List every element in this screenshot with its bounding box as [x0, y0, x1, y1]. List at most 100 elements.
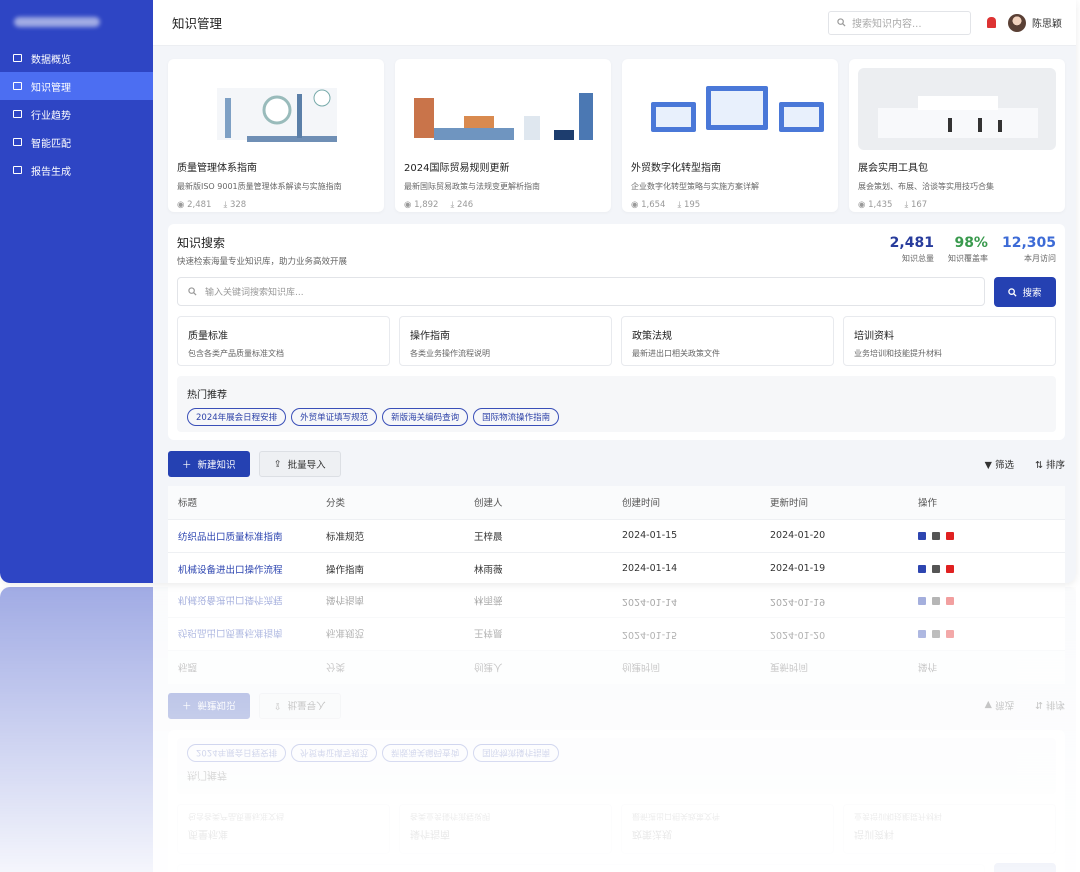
knowledge-card[interactable]: 外贸数字化转型指南 企业数字化转型策略与实施方案详解 ◉ 1,654 ⤓ 195	[622, 59, 838, 212]
category[interactable]: 操作指南 各类业务操作流程说明	[399, 316, 612, 366]
hot-tag[interactable]: 2024年展会日程安排	[187, 408, 287, 426]
sort-button[interactable]: ⇅ 排序	[1035, 460, 1065, 471]
edit-icon[interactable]	[918, 531, 926, 540]
menu-item[interactable]: 知识管理	[0, 72, 153, 100]
search-input[interactable]: 输入关键词搜索知识库...	[177, 277, 985, 306]
card-title: 展会实用工具包	[858, 163, 928, 174]
notification-icon[interactable]	[987, 17, 996, 28]
search-subtitle: 快速检索海量专业知识库，助力业务高效开展	[177, 257, 348, 267]
table-cell: 操作指南	[316, 552, 464, 583]
category-desc: 最新进出口相关政策文件	[632, 349, 720, 358]
table-cell[interactable]: 纺织品出口质量标准指南	[168, 519, 316, 553]
downloads-count: 167	[910, 200, 928, 210]
menu-label: 行业趋势	[31, 110, 71, 122]
knowledge-card[interactable]: 质量管理体系指南 最新版ISO 9001质量管理体系解读与实施指南 ◉ 2,481 ⤓…	[168, 59, 384, 212]
menu-item[interactable]: 智能匹配	[0, 128, 153, 156]
menu-item[interactable]: 数据概览	[0, 44, 153, 72]
table-cell[interactable]: 机械设备进出口操作流程	[168, 552, 316, 583]
table-cell: 标准规范	[316, 519, 464, 553]
stat: 98% 知识覆盖率	[948, 235, 988, 264]
new-button[interactable]: ＋ 新建知识	[168, 451, 250, 477]
card-illustration	[217, 88, 337, 142]
views-count: 2,481	[187, 200, 212, 210]
column-header: 分类	[316, 486, 464, 520]
card-image	[404, 68, 602, 150]
downloads: ⤓ 328	[223, 200, 247, 210]
delete-icon[interactable]	[946, 531, 954, 540]
menu-label: 数据概览	[31, 54, 71, 66]
stat: 12,305 本月访问	[1002, 235, 1056, 264]
share-icon[interactable]	[932, 531, 940, 540]
stat: 2,481 知识总量	[890, 235, 934, 264]
import-button[interactable]: ⇪ 批量导入	[258, 451, 341, 477]
card-stats: ◉ 1,892 ⤓ 246	[404, 200, 602, 210]
card-desc: 最新版ISO 9001质量管理体系解读与实施指南	[177, 182, 342, 191]
edit-icon[interactable]	[918, 564, 926, 573]
category[interactable]: 质量标准 包含各类产品质量标准文档	[177, 316, 390, 366]
hot-tag[interactable]: 国际物流操作指南	[473, 408, 560, 426]
page-title: 知识管理	[172, 16, 223, 31]
card-image	[631, 68, 829, 150]
search-button[interactable]: 搜索	[994, 277, 1056, 307]
table-cell: 王梓晨	[464, 519, 612, 553]
card-stats: ◉ 1,654 ⤓ 195	[631, 200, 829, 210]
stat-value: 2,481	[889, 235, 934, 251]
app-window: 数据概览 知识管理 行业趋势 智能匹配 报告生成 知识管理 搜索知识内容... 陈思颖 …	[0, 0, 1076, 583]
card-stats: ◉ 1,435 ⤓ 167	[858, 200, 1056, 210]
filter-button[interactable]: ▼ 筛选	[984, 460, 1014, 471]
hot-section: 热门推荐 2024年展会日程安排 外贸单证填写规范 新版海关编码查询 国际物流操作指南	[177, 376, 1056, 432]
knowledge-card[interactable]: 2024国际贸易规则更新 最新国际贸易政策与法规变更解析指南 ◉ 1,892 ⤓ 24…	[395, 59, 611, 212]
stat-value: 98%	[954, 235, 988, 251]
delete-icon[interactable]	[946, 564, 954, 573]
views-count: 1,435	[868, 200, 893, 210]
share-icon[interactable]	[932, 564, 940, 573]
card-desc: 最新国际贸易政策与法规变更解析指南	[404, 182, 540, 191]
search-placeholder: 搜索知识内容...	[852, 19, 922, 30]
table-row: 纺织品出口质量标准指南 标准规范 王梓晨 2024-01-15 2024-01-20	[168, 519, 1065, 553]
stats: 2,481 知识总量 98% 知识覆盖率 12,305 本月访问	[890, 235, 1056, 264]
category[interactable]: 政策法规最新进出口相关政策文件	[621, 316, 834, 366]
category-list: 质量标准 包含各类产品质量标准文档 操作指南 各类业务操作流程说明 政策法规 最新进出口相…	[177, 316, 1056, 366]
action-icons	[918, 531, 1064, 540]
downloads-count: 195	[683, 200, 701, 210]
logo	[0, 0, 153, 44]
category-name: 政策法规	[632, 331, 672, 342]
hot-tag[interactable]: 外贸单证填写规范	[291, 408, 378, 426]
actions	[908, 519, 1065, 553]
new-label: 新建知识	[197, 460, 236, 471]
menu-label: 知识管理	[31, 82, 71, 94]
menu: 数据概览知识管理行业趋势智能匹配报告生成	[0, 44, 153, 184]
menu-item[interactable]: 报告生成	[0, 156, 153, 184]
avatar[interactable]	[1008, 13, 1026, 32]
downloads: ⤓ 195	[677, 200, 701, 210]
category-name: 操作指南	[410, 331, 450, 342]
table-cell: 2024-01-20	[760, 519, 908, 553]
hot-tags: 2024年展会日程安排 外贸单证填写规范 新版海关编码查询 国际物流操作指南	[187, 408, 1046, 426]
column-header: 创建人	[464, 486, 612, 520]
category-desc: 包含各类产品质量标准文档	[188, 349, 284, 358]
category-desc: 业务培训和技能提升材料	[854, 349, 942, 358]
table-cell: 2024-01-14	[612, 552, 760, 583]
category[interactable]: 培训资料业务培训和技能提升材料	[843, 316, 1056, 366]
card-image	[177, 68, 375, 150]
downloads: ⤓ 246	[450, 200, 474, 210]
knowledge-card[interactable]: 展会实用工具包 展会策划、布展、洽谈等实用技巧合集 ◉ 1,435 ⤓ 167	[849, 59, 1065, 212]
table-row: 机械设备进出口操作流程 操作指南 林雨薇 2024-01-14 2024-01-19	[168, 552, 1065, 583]
search-title: 知识搜索	[177, 236, 226, 250]
sidebar: 数据概览知识管理行业趋势智能匹配报告生成	[0, 0, 153, 583]
views-count: 1,892	[414, 200, 439, 210]
card-image	[858, 68, 1056, 150]
search-box[interactable]: 搜索知识内容...	[828, 10, 971, 35]
category-name: 培训资料	[854, 331, 894, 342]
hot-tag[interactable]: 新版海关编码查询	[382, 408, 469, 426]
menu-item[interactable]: 行业趋势	[0, 100, 153, 128]
card-illustration	[414, 93, 593, 140]
card-title: 外贸数字化转型指南	[631, 163, 721, 174]
action-icons	[918, 564, 1064, 573]
menu-label: 报告生成	[31, 166, 71, 178]
views: ◉ 1,435	[858, 200, 893, 210]
user-name[interactable]: 陈思颖	[1032, 19, 1062, 30]
sort-label: 排序	[1045, 460, 1065, 471]
card-stats: ◉ 2,481 ⤓ 328	[177, 200, 375, 210]
